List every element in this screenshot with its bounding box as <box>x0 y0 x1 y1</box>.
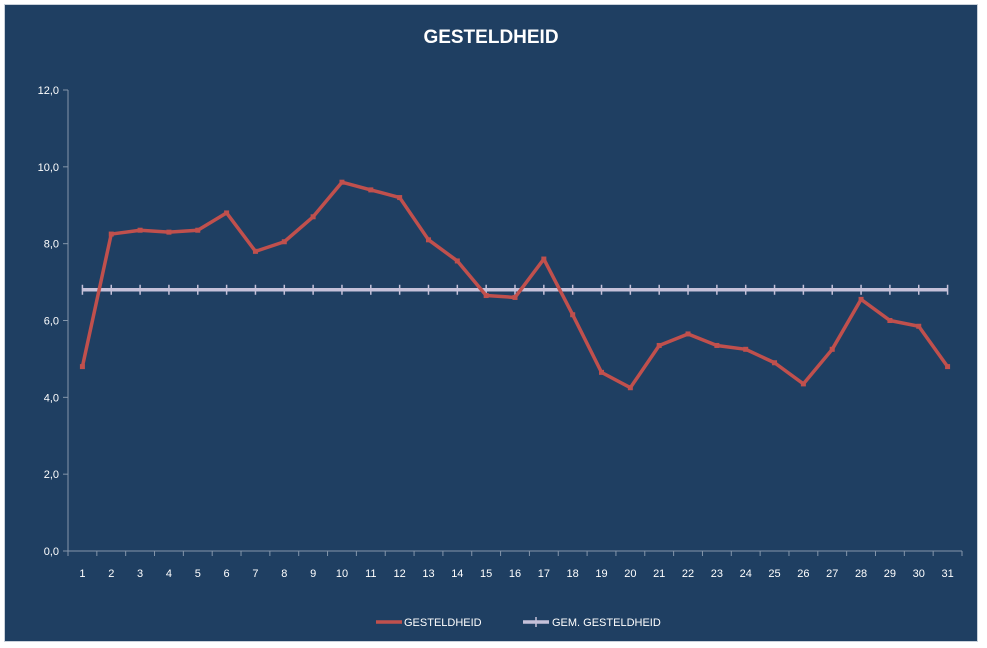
y-tick-label: 2,0 <box>44 469 59 481</box>
data-point-gesteldheid <box>137 227 143 233</box>
data-point-gesteldheid <box>310 214 316 220</box>
y-tick-label: 12,0 <box>38 85 59 97</box>
legend-label-gesteldheid: GESTELDHEID <box>404 617 482 629</box>
data-point-gesteldheid <box>79 364 85 370</box>
data-point-gesteldheid <box>945 364 951 370</box>
x-tick-label: 16 <box>509 568 521 580</box>
data-point-gesteldheid <box>743 346 749 352</box>
data-point-gesteldheid <box>425 237 431 243</box>
x-tick-label: 8 <box>281 568 287 580</box>
data-point-gesteldheid <box>397 195 403 201</box>
x-tick-label: 9 <box>310 568 316 580</box>
data-point-gesteldheid <box>483 293 489 299</box>
data-point-gesteldheid <box>281 239 287 245</box>
x-tick-label: 12 <box>394 568 406 580</box>
x-tick-label: 14 <box>451 568 463 580</box>
y-tick-label: 6,0 <box>44 316 59 328</box>
data-point-gesteldheid <box>368 187 374 193</box>
x-tick-label: 5 <box>195 568 201 580</box>
x-tick-label: 3 <box>137 568 143 580</box>
x-tick-label: 21 <box>653 568 665 580</box>
data-point-gesteldheid <box>714 342 720 348</box>
y-tick-label: 4,0 <box>44 392 59 404</box>
x-tick-label: 7 <box>252 568 258 580</box>
x-tick-label: 28 <box>855 568 867 580</box>
x-tick-label: 1 <box>79 568 85 580</box>
data-point-gesteldheid <box>454 258 460 264</box>
x-tick-label: 31 <box>941 568 953 580</box>
x-tick-label: 4 <box>166 568 172 580</box>
data-point-gesteldheid <box>800 381 806 387</box>
x-tick-label: 11 <box>365 568 376 580</box>
chart-area: GESTELDHEID <box>4 4 978 642</box>
data-point-gesteldheid <box>252 248 258 254</box>
x-tick-label: 25 <box>768 568 780 580</box>
data-point-gesteldheid <box>829 346 835 352</box>
x-tick-label: 18 <box>567 568 579 580</box>
data-point-gesteldheid <box>166 229 172 235</box>
x-tick-label: 24 <box>740 568 752 580</box>
x-tick-label: 27 <box>826 568 838 580</box>
legend-label-gem-gesteldheid: GEM. GESTELDHEID <box>552 617 661 629</box>
data-point-gesteldheid <box>916 323 922 329</box>
x-tick-label: 26 <box>797 568 809 580</box>
data-point-gesteldheid <box>224 210 230 216</box>
y-tick-label: 10,0 <box>38 162 59 174</box>
x-tick-label: 2 <box>108 568 114 580</box>
data-point-gesteldheid <box>512 294 518 300</box>
data-point-gesteldheid <box>685 331 691 337</box>
data-point-gesteldheid <box>858 296 864 302</box>
x-tick-label: 6 <box>224 568 230 580</box>
data-point-gesteldheid <box>656 342 662 348</box>
x-tick-label: 22 <box>682 568 694 580</box>
data-point-gesteldheid <box>339 179 345 185</box>
data-point-gesteldheid <box>541 256 547 262</box>
x-tick-label: 15 <box>480 568 492 580</box>
data-point-gesteldheid <box>627 385 633 391</box>
x-tick-label: 19 <box>595 568 607 580</box>
y-tick-label: 0,0 <box>44 546 59 558</box>
x-tick-label: 13 <box>422 568 434 580</box>
x-tick-label: 29 <box>884 568 896 580</box>
data-point-gesteldheid <box>599 369 605 375</box>
y-tick-label: 8,0 <box>44 239 59 251</box>
x-tick-label: 17 <box>538 568 550 580</box>
x-tick-label: 10 <box>336 568 348 580</box>
data-point-gesteldheid <box>195 227 201 233</box>
data-point-gesteldheid <box>108 231 114 237</box>
x-tick-label: 20 <box>624 568 636 580</box>
data-point-gesteldheid <box>772 360 778 366</box>
data-point-gesteldheid <box>570 312 576 318</box>
chart-title: GESTELDHEID <box>423 27 559 48</box>
x-tick-label: 30 <box>913 568 925 580</box>
x-tick-label: 23 <box>711 568 723 580</box>
data-point-gesteldheid <box>887 318 893 323</box>
